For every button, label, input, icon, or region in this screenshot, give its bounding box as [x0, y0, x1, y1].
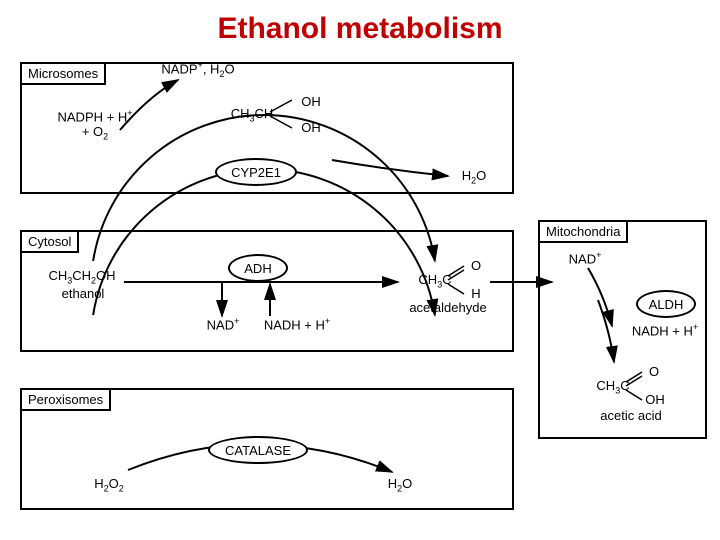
label-h2o_perox: H2O	[380, 476, 420, 494]
label-nadp_h2o: NADP+, H2O	[148, 60, 248, 79]
label-acet_f: CH3C	[410, 272, 460, 290]
label-h2o2: H2O2	[84, 476, 134, 494]
label-ethanol_f: CH3CH2OH	[32, 268, 132, 286]
label-gemdiol_c: CH3CH	[227, 106, 277, 124]
label-acet_h: H	[466, 286, 486, 301]
page-title: Ethanol metabolism	[0, 12, 720, 46]
microsomes-label: Microsomes	[20, 62, 106, 85]
label-acetic_oh: OH	[640, 392, 670, 407]
enzyme-cyp2e1: CYP2E1	[215, 158, 297, 186]
label-ethanol_n: ethanol	[48, 286, 118, 301]
label-acetic_o: O	[644, 364, 664, 379]
enzyme-catalase: CATALASE	[208, 436, 308, 464]
label-h2o_micro: H2O	[454, 168, 494, 186]
label-acet_o: O	[466, 258, 486, 273]
label-nadph: NADPH + H++ O2	[40, 108, 150, 142]
label-acetic_n: acetic acid	[586, 408, 676, 423]
label-acetic_f: CH3C	[588, 378, 638, 396]
label-gemdiol_oh1: OH	[296, 94, 326, 109]
label-nadh: NADH + H+	[252, 316, 342, 332]
enzyme-adh: ADH	[228, 254, 288, 282]
enzyme-aldh: ALDH	[636, 290, 696, 318]
cytosol-label: Cytosol	[20, 230, 79, 253]
peroxisomes-label: Peroxisomes	[20, 388, 111, 411]
label-mito_nadh: NADH + H+	[620, 322, 710, 338]
label-gemdiol_oh2: OH	[296, 120, 326, 135]
label-mito_nad: NAD+	[560, 250, 610, 266]
mitochondria-label: Mitochondria	[538, 220, 628, 243]
label-nad: NAD+	[198, 316, 248, 332]
label-acet_n: acetaldehyde	[398, 300, 498, 315]
